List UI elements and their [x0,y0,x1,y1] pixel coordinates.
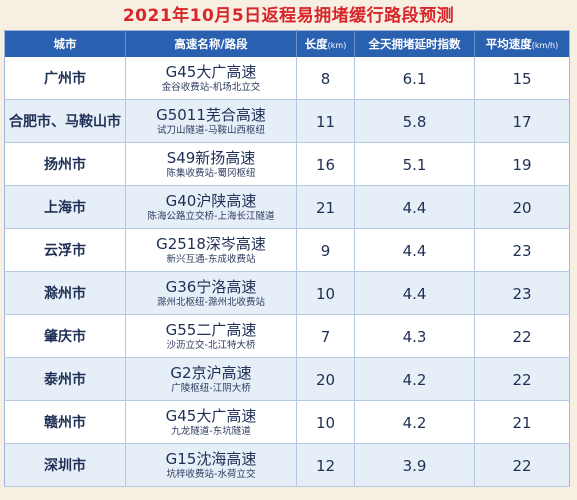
table-row: 广州市 G45大广高速 金谷收费站-机场北立交 8 6.1 15 [4,57,570,100]
road-section: 金谷收费站-机场北立交 [161,81,261,93]
speed-cell: 21 [512,413,532,432]
city-cell: 泰州市 [44,372,86,388]
city-cell: 合肥市、马鞍山市 [9,114,121,130]
length-cell: 16 [315,155,336,174]
city-cell: 肇庆市 [44,329,86,345]
index-cell: 5.1 [402,155,427,174]
table-row: 泰州市 G2京沪高速 广陵枢纽-江阴大桥 20 4.2 22 [4,357,570,401]
road-name: G40沪陕高速 [165,191,257,210]
road-section: 陈海公路立交桥-上海长江隧道 [147,210,275,222]
road-section: 陈集收费站-蜀冈枢纽 [166,167,256,179]
index-cell: 4.2 [402,370,427,389]
length-cell: 9 [320,241,331,260]
speed-cell: 17 [512,112,532,131]
congestion-table: 城市 高速名称/路段 长度(km) 全天拥堵延时指数 平均速度(km/h) 广州… [4,30,570,487]
table-row: 肇庆市 G55二广高速 沙沥立交-北江特大桥 7 4.3 22 [4,314,570,358]
road-name: G5011芜合高速 [156,105,266,124]
speed-cell: 15 [512,69,532,88]
city-cell: 扬州市 [44,157,86,173]
length-cell: 8 [320,69,331,88]
column-header-index: 全天拥堵延时指数 [354,30,475,57]
road-name: S49新扬高速 [166,148,256,167]
speed-cell: 23 [512,241,532,260]
column-header-speed: 平均速度(km/h) [474,30,570,57]
length-cell: 10 [315,413,336,432]
table-row: 合肥市、马鞍山市 G5011芜合高速 试刀山隧道-马鞍山西枢纽 11 5.8 17 [4,99,570,143]
speed-cell: 20 [512,198,532,217]
road-section: 九龙隧道-东坑隧道 [171,425,251,437]
road-section: 广陵枢纽-江阴大桥 [171,382,251,394]
length-cell: 7 [320,327,331,346]
city-cell: 滁州市 [44,286,86,302]
index-cell: 4.2 [402,413,427,432]
road-section: 沙沥立交-北江特大桥 [166,339,256,351]
road-section: 试刀山隧道-马鞍山西枢纽 [157,124,265,136]
page-title: 2021年10月5日返程易拥堵缓行路段预测 [122,6,455,26]
speed-cell: 22 [512,327,532,346]
road-name: G36宁洛高速 [165,277,257,296]
road-section: 新兴互通-东成收费站 [166,253,256,265]
table-header-row: 城市 高速名称/路段 长度(km) 全天拥堵延时指数 平均速度(km/h) [4,30,570,57]
road-name: G55二广高速 [165,320,257,339]
speed-cell: 22 [512,456,532,475]
speed-cell: 23 [512,284,532,303]
column-header-road: 高速名称/路段 [125,30,297,57]
city-cell: 深圳市 [44,458,86,474]
table-row: 扬州市 S49新扬高速 陈集收费站-蜀冈枢纽 16 5.1 19 [4,142,570,186]
column-header-length: 长度(km) [296,30,355,57]
index-cell: 5.8 [402,112,427,131]
city-cell: 广州市 [44,71,86,87]
length-cell: 11 [315,112,336,131]
road-name: G2京沪高速 [170,363,252,382]
road-name: G2518深岑高速 [156,234,266,253]
table-row: 滁州市 G36宁洛高速 滁州北枢纽-滁州北收费站 10 4.4 23 [4,271,570,315]
road-name: G15沈海高速 [165,449,257,468]
table-row: 上海市 G40沪陕高速 陈海公路立交桥-上海长江隧道 21 4.4 20 [4,185,570,229]
road-section: 坑梓收费站-水荷立交 [166,468,256,480]
road-section: 滁州北枢纽-滁州北收费站 [157,296,265,308]
index-cell: 4.4 [402,284,427,303]
length-cell: 20 [315,370,336,389]
length-cell: 21 [315,198,336,217]
column-header-city: 城市 [4,30,126,57]
road-name: G45大广高速 [165,406,257,425]
speed-cell: 22 [512,370,532,389]
city-cell: 赣州市 [44,415,86,431]
table-row: 深圳市 G15沈海高速 坑梓收费站-水荷立交 12 3.9 22 [4,443,570,487]
speed-cell: 19 [512,155,532,174]
length-cell: 10 [315,284,336,303]
road-name: G45大广高速 [165,62,257,81]
city-cell: 上海市 [44,200,86,216]
speed-unit: (km/h) [531,41,559,50]
city-cell: 云浮市 [44,243,86,259]
length-cell: 12 [315,456,336,475]
table-row: 赣州市 G45大广高速 九龙隧道-东坑隧道 10 4.2 21 [4,400,570,444]
length-unit: (km) [327,41,347,50]
index-cell: 4.4 [402,241,427,260]
table-row: 云浮市 G2518深岑高速 新兴互通-东成收费站 9 4.4 23 [4,228,570,272]
index-cell: 6.1 [402,69,427,88]
index-cell: 4.3 [402,327,427,346]
index-cell: 3.9 [402,456,427,475]
index-cell: 4.4 [402,198,427,217]
